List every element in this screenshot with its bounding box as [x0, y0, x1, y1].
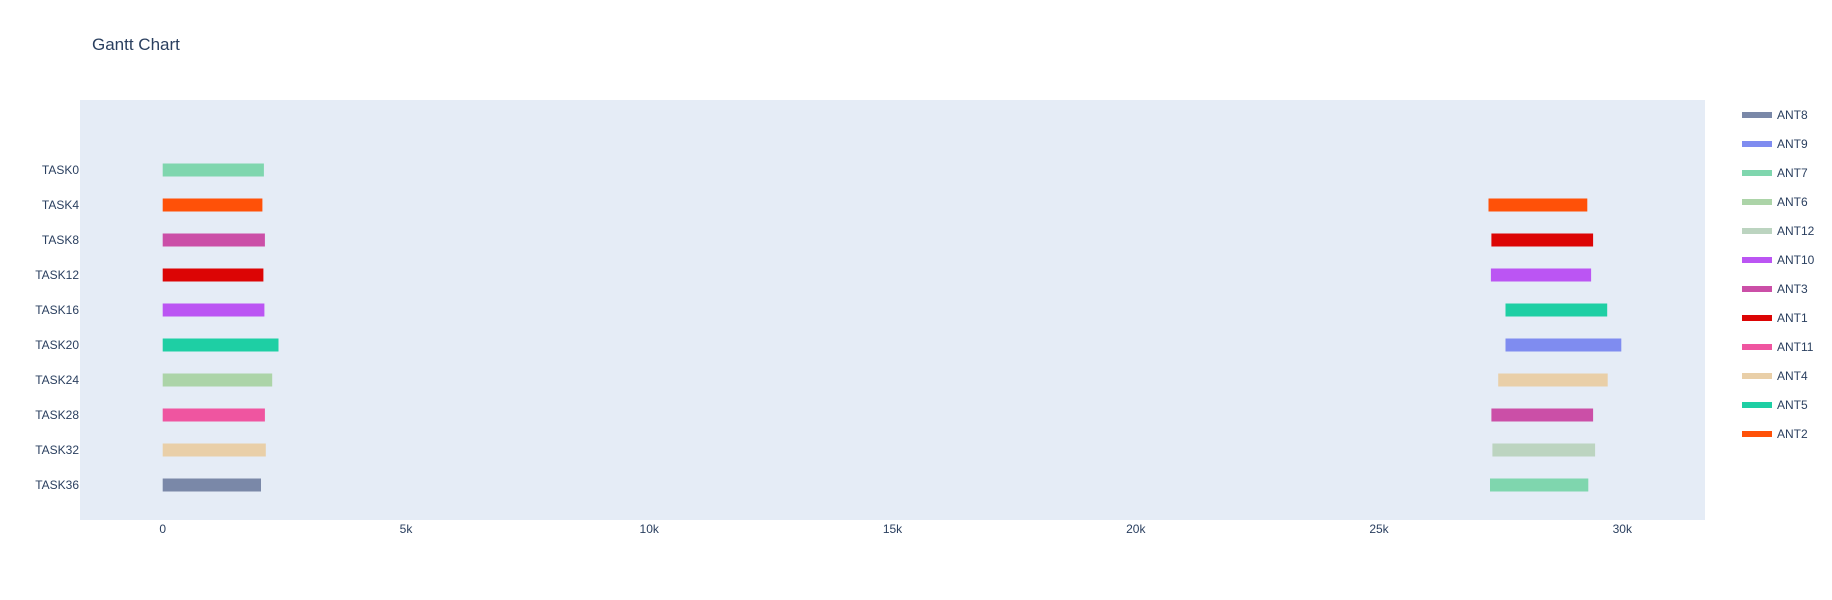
legend-item-ant4[interactable]: ANT4 [1742, 369, 1808, 383]
legend-label: ANT10 [1777, 253, 1815, 267]
y-tick-label: TASK32 [35, 443, 79, 457]
legend-swatch [1742, 402, 1772, 408]
bar-ant3-task8[interactable] [162, 233, 265, 247]
bar-ant11-task28[interactable] [162, 408, 265, 422]
bar-ant5-task20[interactable] [162, 338, 279, 352]
plot-area [80, 100, 1705, 520]
bars-layer [162, 163, 1622, 492]
bar-ant5-task16[interactable] [1505, 303, 1608, 317]
x-tick-label: 25k [1369, 522, 1389, 536]
y-tick-label: TASK24 [35, 373, 79, 387]
legend-swatch [1742, 141, 1772, 147]
legend-item-ant11[interactable]: ANT11 [1742, 340, 1814, 354]
bar-ant12-task32[interactable] [1492, 443, 1596, 457]
legend-item-ant12[interactable]: ANT12 [1742, 224, 1815, 238]
y-tick-label: TASK20 [35, 338, 79, 352]
bar-ant9-task20[interactable] [1505, 338, 1622, 352]
bar-ant4-task24[interactable] [1498, 373, 1608, 387]
legend-swatch [1742, 286, 1772, 292]
bar-ant10-task12[interactable] [1490, 268, 1592, 282]
bar-ant3-task28[interactable] [1491, 408, 1594, 422]
legend-label: ANT5 [1777, 398, 1808, 412]
legend-item-ant6[interactable]: ANT6 [1742, 195, 1808, 209]
bar-ant10-task16[interactable] [162, 303, 265, 317]
y-tick-label: TASK0 [42, 163, 79, 177]
legend-item-ant1[interactable]: ANT1 [1742, 311, 1808, 325]
y-tick-label: TASK4 [42, 198, 79, 212]
legend-swatch [1742, 315, 1772, 321]
bar-ant7-task0[interactable] [162, 163, 264, 177]
legend-item-ant8[interactable]: ANT8 [1742, 108, 1808, 122]
y-tick-label: TASK28 [35, 408, 79, 422]
y-axis: TASK0 TASK4 TASK8 TASK12 TASK16 TASK20 TASK24 T… [35, 163, 79, 492]
chart-title: Gantt Chart [92, 35, 180, 54]
y-tick-label: TASK8 [42, 233, 79, 247]
x-tick-label: 5k [400, 522, 414, 536]
bar-ant1-task8[interactable] [1491, 233, 1594, 247]
legend-item-ant7[interactable]: ANT7 [1742, 166, 1808, 180]
y-tick-label: TASK36 [35, 478, 79, 492]
x-tick-label: 15k [883, 522, 903, 536]
legend-label: ANT3 [1777, 282, 1808, 296]
x-tick-label: 10k [640, 522, 660, 536]
legend-item-ant2[interactable]: ANT2 [1742, 427, 1808, 441]
x-tick-label: 30k [1613, 522, 1633, 536]
legend-label: ANT11 [1777, 340, 1814, 354]
legend-item-ant10[interactable]: ANT10 [1742, 253, 1815, 267]
bar-ant2-task4[interactable] [162, 198, 263, 212]
bar-ant6-task24[interactable] [162, 373, 273, 387]
legend-swatch [1742, 112, 1772, 118]
legend: ANT8 ANT9 ANT7 ANT6 ANT12 ANT10 ANT3 ANT1 ANT11 A… [1742, 108, 1815, 441]
bar-ant2-task4[interactable] [1488, 198, 1588, 212]
legend-label: ANT2 [1777, 427, 1808, 441]
legend-swatch [1742, 257, 1772, 263]
legend-item-ant5[interactable]: ANT5 [1742, 398, 1808, 412]
x-tick-label: 20k [1126, 522, 1146, 536]
legend-label: ANT7 [1777, 166, 1808, 180]
legend-swatch [1742, 344, 1772, 350]
legend-item-ant9[interactable]: ANT9 [1742, 137, 1808, 151]
legend-label: ANT1 [1777, 311, 1808, 325]
bar-ant8-task36[interactable] [162, 478, 261, 492]
legend-item-ant3[interactable]: ANT3 [1742, 282, 1808, 296]
bar-ant1-task12[interactable] [162, 268, 264, 282]
legend-swatch [1742, 373, 1772, 379]
bar-ant7-task36[interactable] [1490, 478, 1589, 492]
y-tick-label: TASK12 [35, 268, 79, 282]
legend-swatch [1742, 199, 1772, 205]
legend-label: ANT8 [1777, 108, 1808, 122]
bar-ant4-task32[interactable] [162, 443, 266, 457]
legend-label: ANT12 [1777, 224, 1815, 238]
legend-label: ANT6 [1777, 195, 1808, 209]
x-tick-label: 0 [159, 522, 166, 536]
x-axis: 0 5k 10k 15k 20k 25k 30k [159, 522, 1633, 536]
legend-label: ANT4 [1777, 369, 1808, 383]
y-tick-label: TASK16 [35, 303, 79, 317]
legend-swatch [1742, 170, 1772, 176]
legend-swatch [1742, 228, 1772, 234]
legend-label: ANT9 [1777, 137, 1808, 151]
legend-swatch [1742, 431, 1772, 437]
